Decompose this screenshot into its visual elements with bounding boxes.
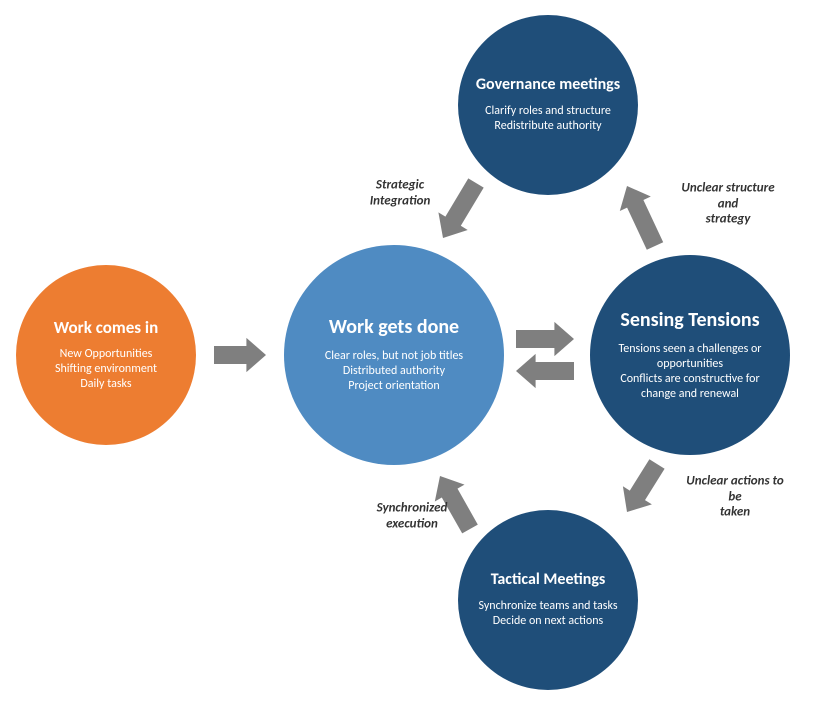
label-synchronized-exec: Synchronizedexecution (377, 500, 448, 531)
node-work-in: Work comes in New OpportunitiesShifting e… (16, 265, 196, 445)
label-unclear-actions: Unclear actions to betaken (683, 474, 788, 521)
node-title: Tactical Meetings (491, 571, 606, 589)
arrow-sensing-to-tactical (623, 459, 665, 512)
arrow-sensing-to-work-done (516, 354, 574, 388)
node-body: New OpportunitiesShifting environmentDai… (55, 347, 157, 392)
node-title: Work gets done (329, 316, 459, 339)
label-unclear-structure: Unclear structure andstrategy (672, 181, 784, 228)
node-body: Tensions seen a challenges or opportunit… (604, 342, 776, 402)
arrow-sensing-to-governance (620, 186, 663, 250)
node-governance: Governance meetings Clarify roles and str… (458, 15, 638, 195)
arrow-governance-to-work-done (438, 178, 483, 238)
node-sensing: Sensing Tensions Tensions seen a challeng… (590, 255, 790, 455)
diagram-stage: Work comes in New OpportunitiesShifting e… (0, 0, 840, 704)
node-title: Governance meetings (476, 76, 620, 94)
node-title: Sensing Tensions (620, 309, 759, 332)
node-body: Clear roles, but not job titlesDistribut… (325, 349, 463, 394)
node-body: Synchronize teams and tasksDecide on nex… (478, 599, 617, 629)
arrow-work-done-to-sensing (516, 322, 574, 356)
node-work-done: Work gets done Clear roles, but not job t… (284, 245, 504, 465)
node-tactical: Tactical Meetings Synchronize teams and t… (458, 510, 638, 690)
node-body: Clarify roles and structureRedistribute … (485, 104, 611, 134)
arrow-work-in-to-work-done (214, 338, 266, 372)
label-strategic-integration: StrategicIntegration (370, 177, 431, 208)
node-title: Work comes in (54, 318, 158, 338)
